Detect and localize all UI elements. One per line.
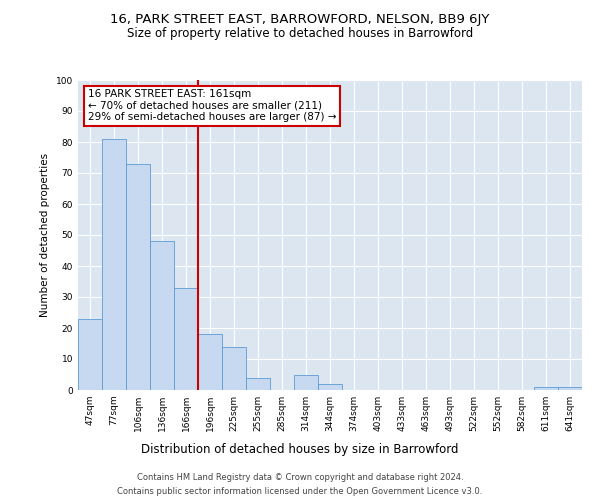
- Bar: [294, 374, 318, 390]
- Bar: [198, 334, 222, 390]
- Text: Contains HM Land Registry data © Crown copyright and database right 2024.: Contains HM Land Registry data © Crown c…: [137, 472, 463, 482]
- Y-axis label: Number of detached properties: Number of detached properties: [40, 153, 50, 317]
- Bar: [318, 384, 342, 390]
- Bar: [102, 139, 126, 390]
- Text: 16, PARK STREET EAST, BARROWFORD, NELSON, BB9 6JY: 16, PARK STREET EAST, BARROWFORD, NELSON…: [110, 12, 490, 26]
- Text: Distribution of detached houses by size in Barrowford: Distribution of detached houses by size …: [141, 442, 459, 456]
- Text: Contains public sector information licensed under the Open Government Licence v3: Contains public sector information licen…: [118, 488, 482, 496]
- Bar: [126, 164, 150, 390]
- Text: 16 PARK STREET EAST: 161sqm
← 70% of detached houses are smaller (211)
29% of se: 16 PARK STREET EAST: 161sqm ← 70% of det…: [88, 90, 337, 122]
- Bar: [150, 241, 174, 390]
- Bar: [222, 346, 246, 390]
- Bar: [558, 387, 582, 390]
- Bar: [534, 387, 558, 390]
- Bar: [174, 288, 198, 390]
- Text: Size of property relative to detached houses in Barrowford: Size of property relative to detached ho…: [127, 28, 473, 40]
- Bar: [78, 318, 102, 390]
- Bar: [246, 378, 270, 390]
